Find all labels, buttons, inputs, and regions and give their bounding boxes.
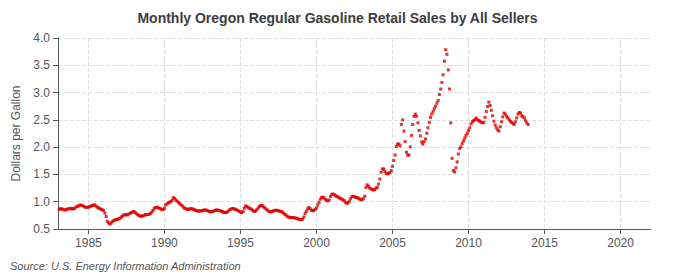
svg-text:1990: 1990 [151,236,178,250]
svg-text:0.5: 0.5 [33,222,50,236]
svg-text:4.0: 4.0 [33,31,50,45]
svg-text:Dollars per Gallon: Dollars per Gallon [9,85,23,181]
svg-text:2000: 2000 [303,236,330,250]
svg-text:Monthly Oregon Regular Gasolin: Monthly Oregon Regular Gasoline Retail S… [137,10,537,26]
svg-text:2.0: 2.0 [33,140,50,154]
svg-text:1.0: 1.0 [33,195,50,209]
svg-text:1.5: 1.5 [33,167,50,181]
svg-text:2010: 2010 [455,236,482,250]
svg-text:1985: 1985 [75,236,102,250]
svg-text:2.5: 2.5 [33,113,50,127]
svg-text:2015: 2015 [531,236,558,250]
svg-text:2020: 2020 [607,236,634,250]
svg-text:3.5: 3.5 [33,58,50,72]
svg-text:Source: U.S. Energy Informatio: Source: U.S. Energy Information Administ… [10,260,241,272]
svg-text:3.0: 3.0 [33,86,50,100]
svg-text:2005: 2005 [379,236,406,250]
svg-text:1995: 1995 [227,236,254,250]
